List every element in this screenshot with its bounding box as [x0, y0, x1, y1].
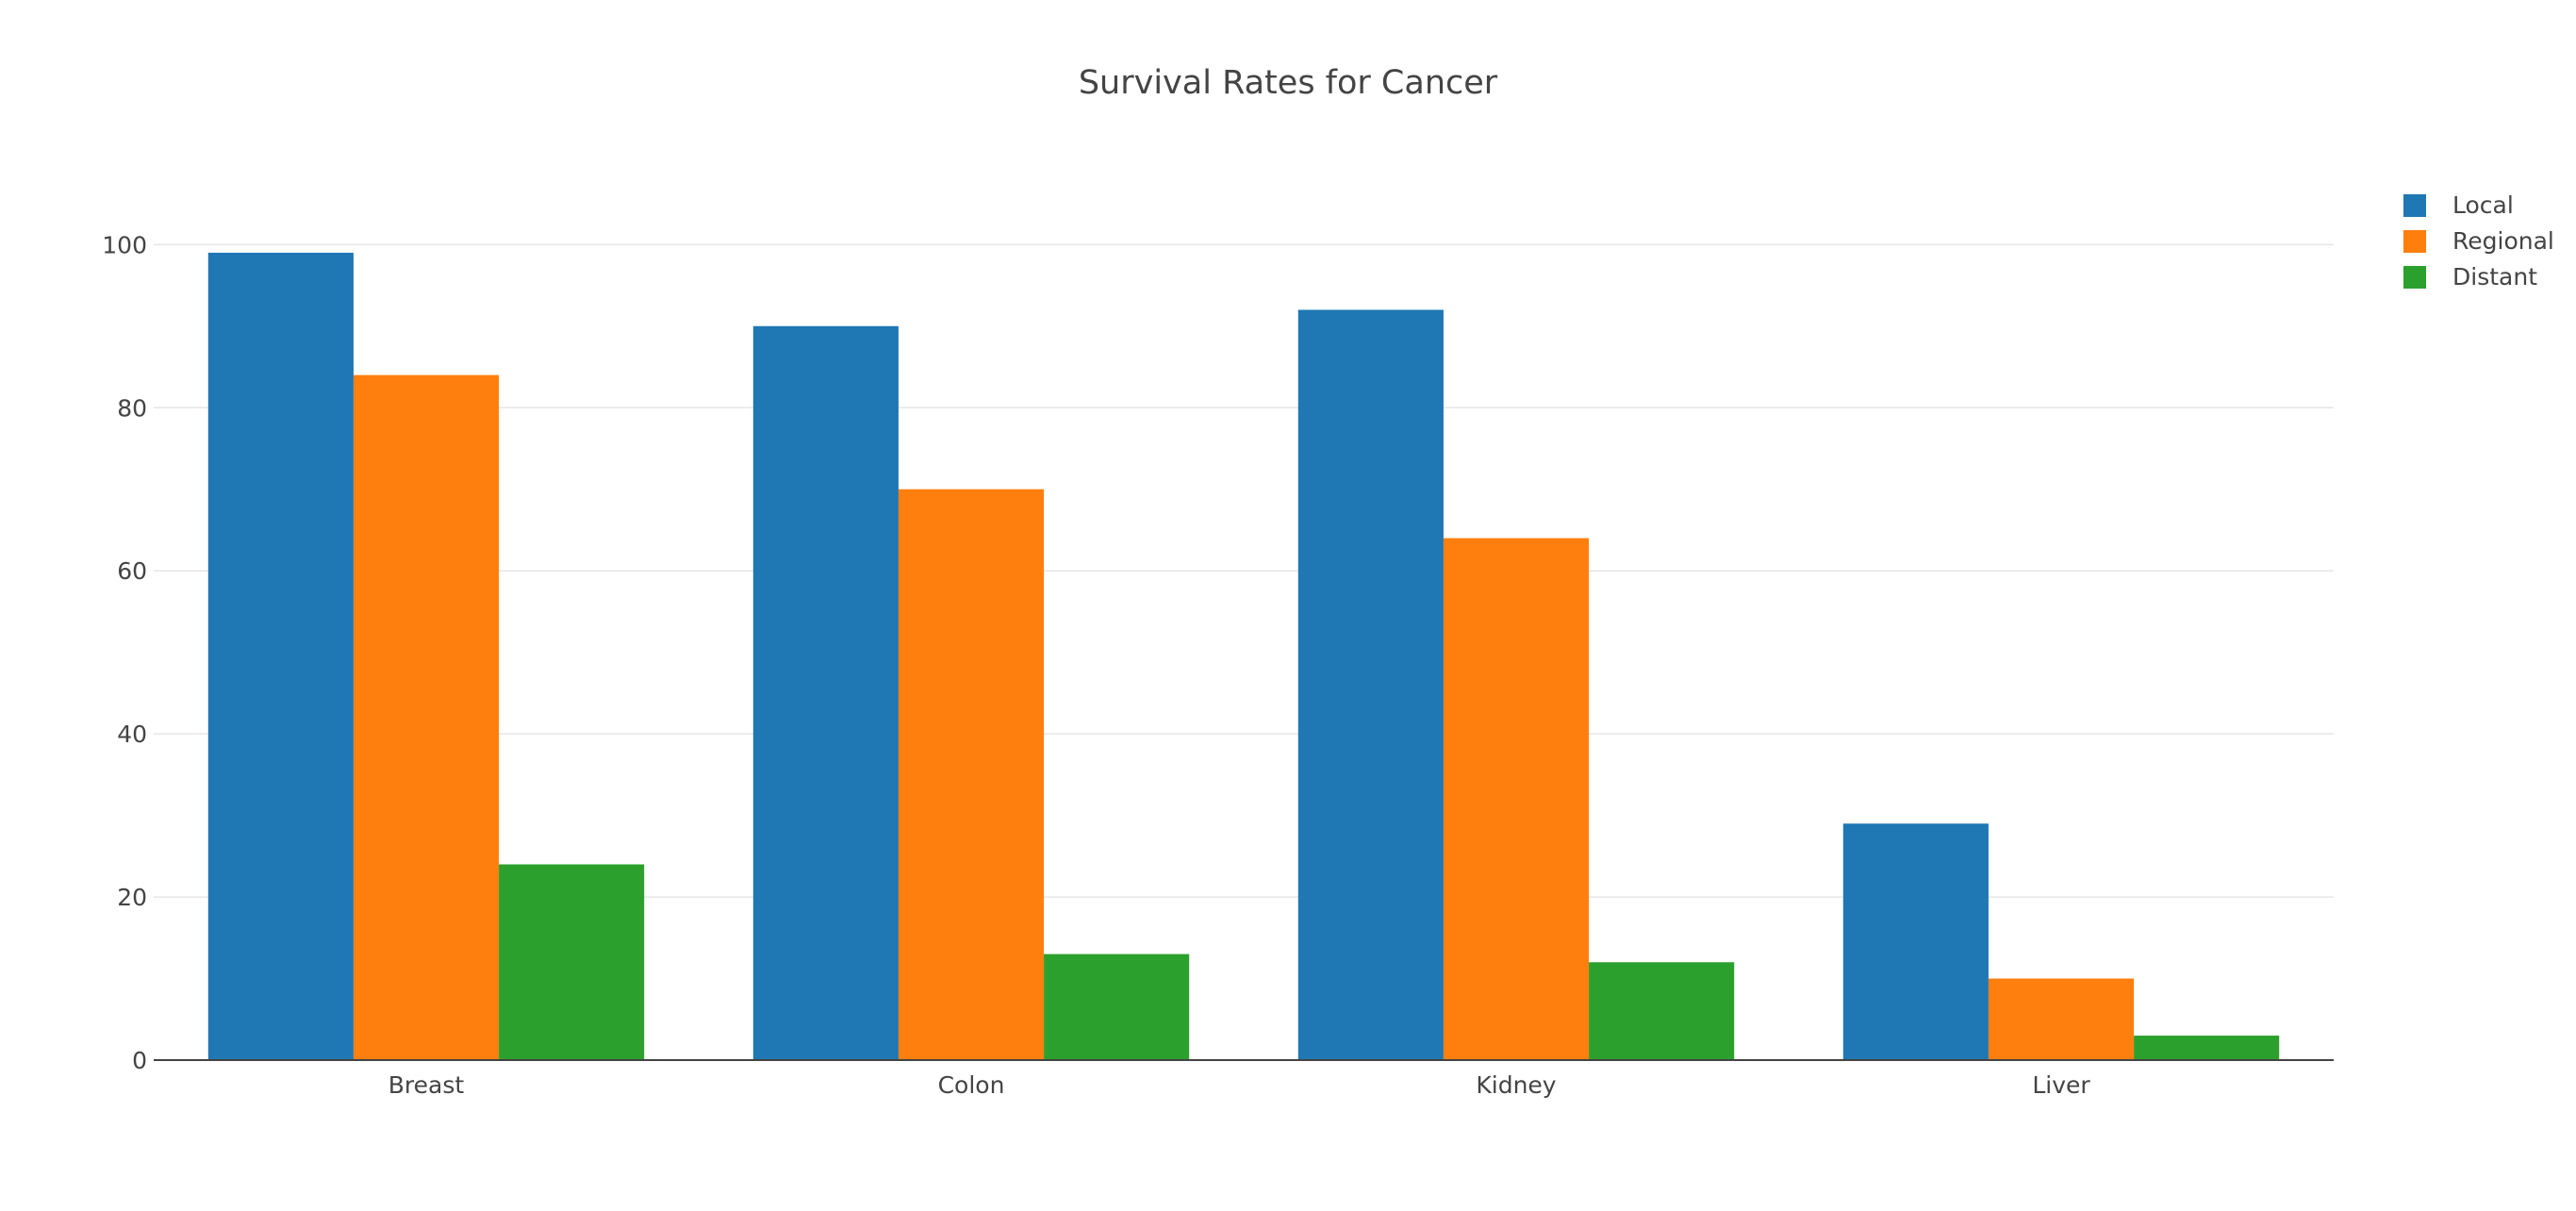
- y-tick-label: 20: [117, 884, 147, 911]
- axes: 0 20 40 60 80 100 Breast Colon Kidney Liver: [102, 231, 2334, 1099]
- bar-local-kidney[interactable]: [1297, 309, 1444, 1061]
- y-tick-label: 100: [102, 231, 147, 258]
- legend-item-local[interactable]: Local: [2403, 191, 2514, 219]
- bar-local-liver[interactable]: [1842, 823, 1989, 1060]
- legend-swatch: [2403, 266, 2426, 289]
- x-tick-label: Breast: [388, 1071, 465, 1099]
- y-tick-label: 80: [117, 394, 147, 422]
- legend-swatch: [2403, 230, 2426, 253]
- legend-label: Regional: [2452, 227, 2554, 255]
- bar-distant-liver[interactable]: [2134, 1036, 2280, 1060]
- legend-label: Local: [2452, 191, 2514, 219]
- bar-regional-colon[interactable]: [898, 489, 1045, 1060]
- y-tick-label: 0: [132, 1047, 147, 1074]
- bar-local-breast[interactable]: [207, 252, 354, 1061]
- bar-distant-colon[interactable]: [1044, 954, 1190, 1060]
- bar-regional-breast[interactable]: [353, 374, 500, 1060]
- legend-swatch: [2403, 194, 2426, 217]
- chart-title: Survival Rates for Cancer: [1079, 64, 1498, 102]
- legend[interactable]: Local Regional Distant: [2403, 191, 2554, 290]
- y-tick-label: 60: [117, 557, 147, 585]
- legend-item-regional[interactable]: Regional: [2403, 227, 2554, 255]
- bars: [207, 252, 2280, 1061]
- x-tick-label: Liver: [2032, 1071, 2090, 1099]
- bar-distant-kidney[interactable]: [1589, 962, 1735, 1060]
- y-tick-label: 40: [117, 721, 147, 748]
- x-tick-label: Colon: [938, 1071, 1005, 1099]
- bar-regional-kidney[interactable]: [1443, 538, 1590, 1060]
- x-tick-label: Kidney: [1476, 1071, 1556, 1099]
- legend-item-distant[interactable]: Distant: [2403, 263, 2537, 290]
- bar-local-colon[interactable]: [752, 325, 899, 1060]
- bar-regional-liver[interactable]: [1988, 978, 2135, 1060]
- bar-distant-breast[interactable]: [499, 864, 645, 1060]
- legend-label: Distant: [2452, 263, 2537, 290]
